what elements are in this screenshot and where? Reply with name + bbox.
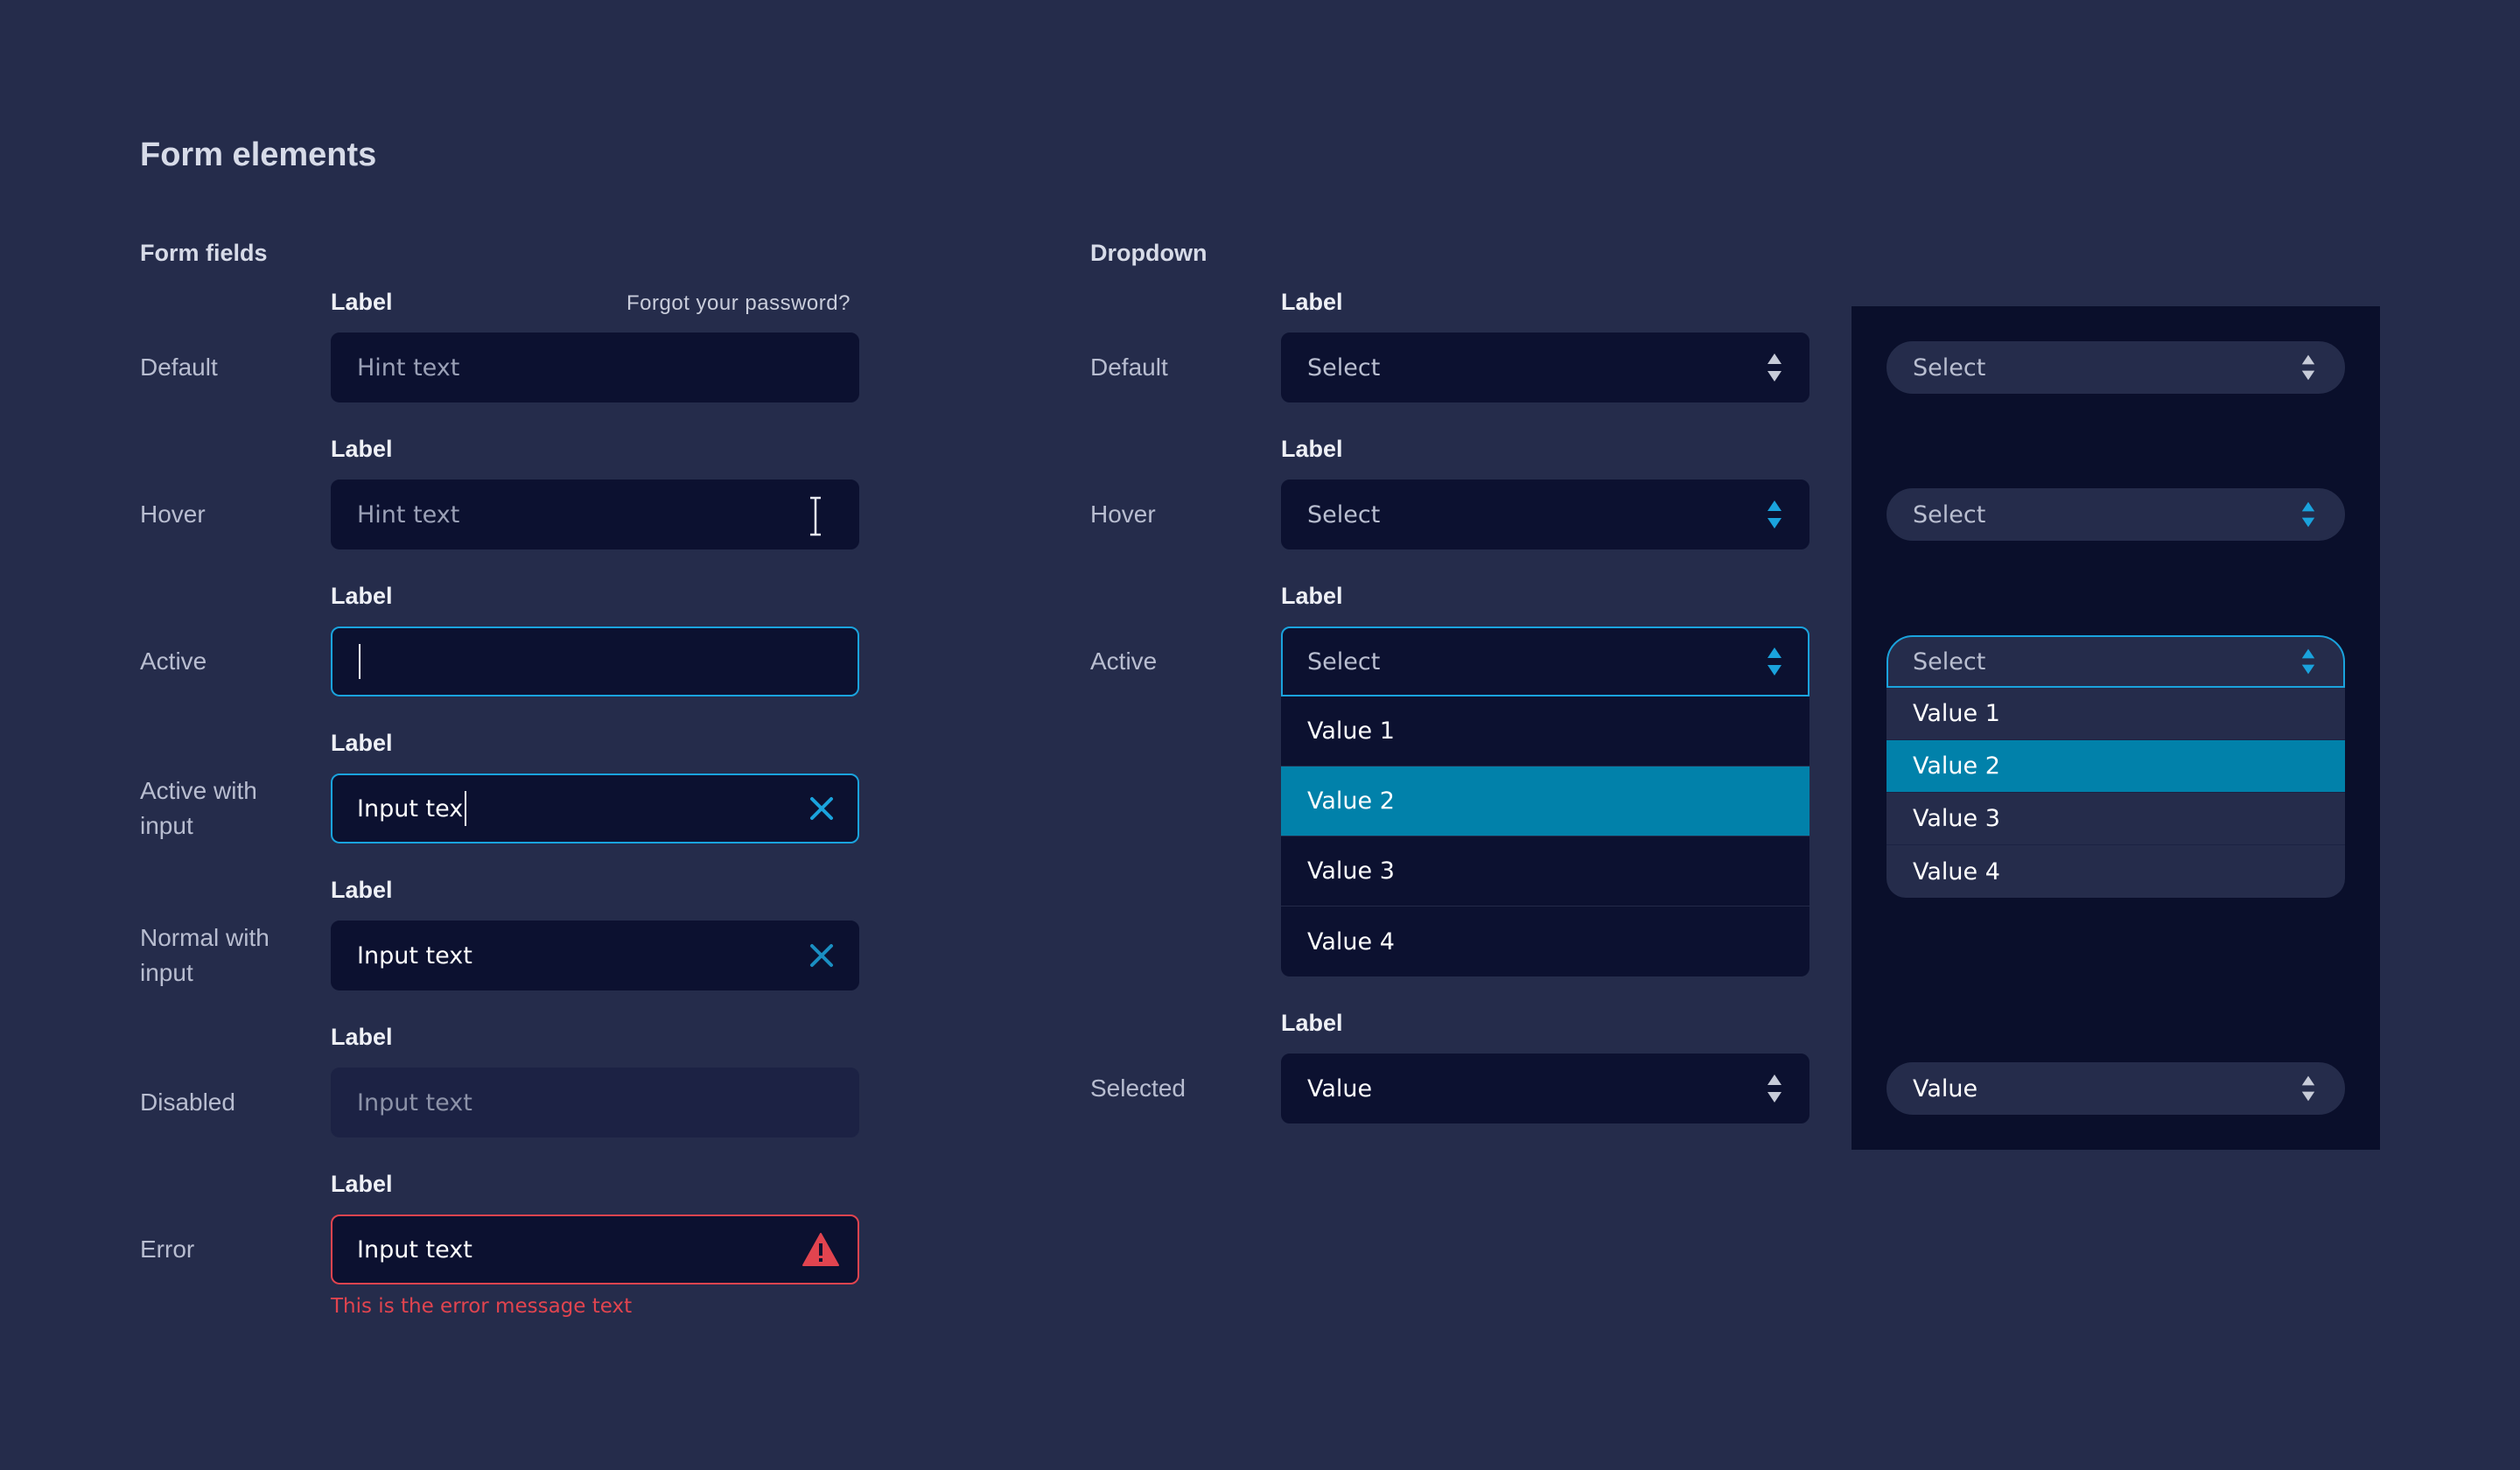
dropdown-value: Select	[1307, 648, 1381, 676]
pill-dropdown-default[interactable]: Select	[1886, 341, 2345, 394]
pill-dropdown-menu: Value 1 Value 2 Value 3 Value 4	[1886, 688, 2345, 898]
field-label: Label	[331, 877, 393, 903]
field-label: Label	[331, 1171, 393, 1197]
up-down-arrows-icon	[2301, 501, 2315, 528]
state-label-active-with-input: Active with input	[140, 777, 257, 839]
up-down-arrows-icon	[2301, 354, 2315, 381]
pill-dropdown-selected[interactable]: Value	[1886, 1062, 2345, 1115]
dropdown-active[interactable]: Select	[1281, 626, 1810, 696]
dropdown-value: Value	[1913, 1074, 1978, 1102]
dropdown-option[interactable]: Value 4	[1913, 858, 2000, 886]
pill-dropdown-hover[interactable]: Select	[1886, 488, 2345, 541]
up-down-arrows-icon	[1768, 500, 1782, 528]
dropdown-default[interactable]: Select	[1281, 332, 1810, 402]
dropdown-value: Select	[1307, 354, 1381, 382]
dropdown-option[interactable]: Value 4	[1307, 928, 1395, 956]
dropdown-state-label-selected: Selected	[1090, 1074, 1186, 1102]
text-field-error[interactable]: Input text	[331, 1214, 859, 1284]
input-value: Input text	[357, 942, 472, 970]
dropdown-state-label-default: Default	[1090, 354, 1168, 381]
dropdown-option[interactable]: Value 1	[1281, 696, 1810, 766]
input-value: Input tex	[357, 794, 464, 822]
text-field-normal-with-input[interactable]: Input text	[331, 920, 859, 990]
error-message: This is the error message text	[331, 1295, 633, 1318]
field-label: Label	[331, 1024, 393, 1050]
text-cursor-icon	[810, 496, 821, 536]
dropdown-heading: Dropdown	[1090, 240, 1208, 266]
dropdown-option[interactable]: Value 1	[1886, 688, 2345, 740]
state-label-disabled: Disabled	[140, 1088, 235, 1116]
text-field-hover[interactable]: Hint text	[331, 480, 859, 550]
dropdown-value: Select	[1913, 500, 1986, 528]
up-down-arrows-icon	[2301, 648, 2315, 675]
dropdown-value: Select	[1307, 500, 1381, 528]
dropdown-option[interactable]: Value 3	[1281, 836, 1810, 906]
field-label: Label	[331, 730, 393, 756]
dropdown-label: Label	[1281, 1010, 1343, 1036]
page-title: Form elements	[140, 136, 377, 173]
state-label-error: Error	[140, 1236, 195, 1263]
form-fields-heading: Form fields	[140, 240, 268, 266]
dropdown-label: Label	[1281, 436, 1343, 462]
dropdown-label: Label	[1281, 583, 1343, 609]
dropdown-value: Select	[1913, 354, 1986, 382]
hint-text: Hint text	[357, 500, 460, 528]
text-field-active-with-input[interactable]: Input tex	[331, 774, 859, 844]
dropdown-selected[interactable]: Value	[1281, 1054, 1810, 1124]
state-label-active: Active	[140, 648, 207, 675]
dropdown-option-selected[interactable]: Value 2	[1886, 740, 2345, 793]
text-caret	[465, 791, 467, 826]
dropdown-hover[interactable]: Select	[1281, 480, 1810, 550]
dropdown-value: Value	[1307, 1074, 1373, 1102]
input-value: Input text	[357, 1088, 472, 1116]
input-value: Input text	[357, 1236, 472, 1264]
x-icon[interactable]	[808, 795, 835, 822]
state-label-hover: Hover	[140, 500, 206, 528]
field-label: Label	[331, 289, 393, 315]
text-field-disabled: Input text	[331, 1068, 859, 1138]
text-field-active[interactable]	[331, 626, 859, 696]
state-label-default: Default	[140, 354, 218, 381]
up-down-arrows-icon	[1768, 1074, 1782, 1102]
dropdown-option[interactable]: Value 3	[1886, 793, 2345, 845]
field-label: Label	[331, 436, 393, 462]
state-label-normal-with-input: Normal with input	[140, 924, 270, 986]
dropdown-state-label-hover: Hover	[1090, 500, 1156, 528]
x-icon[interactable]	[808, 942, 835, 969]
dropdown-option-selected[interactable]: Value 2	[1281, 766, 1810, 836]
up-down-arrows-icon	[2301, 1075, 2315, 1102]
up-down-arrows-icon	[1768, 354, 1782, 382]
hint-text: Hint text	[357, 354, 460, 382]
warning-triangle-icon	[802, 1233, 839, 1266]
dropdown-menu: Value 1 Value 2 Value 3 Value 4	[1281, 696, 1810, 976]
text-caret	[359, 644, 360, 679]
pill-dropdown-active[interactable]: Select	[1886, 635, 2345, 688]
up-down-arrows-icon	[1768, 648, 1782, 676]
forgot-password-link[interactable]: Forgot your password?	[626, 291, 850, 315]
dropdown-state-label-active: Active	[1090, 648, 1158, 675]
text-field-default[interactable]: Hint text	[331, 332, 859, 402]
dropdown-value: Select	[1913, 648, 1986, 676]
field-label: Label	[331, 583, 393, 609]
dropdown-label: Label	[1281, 289, 1343, 315]
